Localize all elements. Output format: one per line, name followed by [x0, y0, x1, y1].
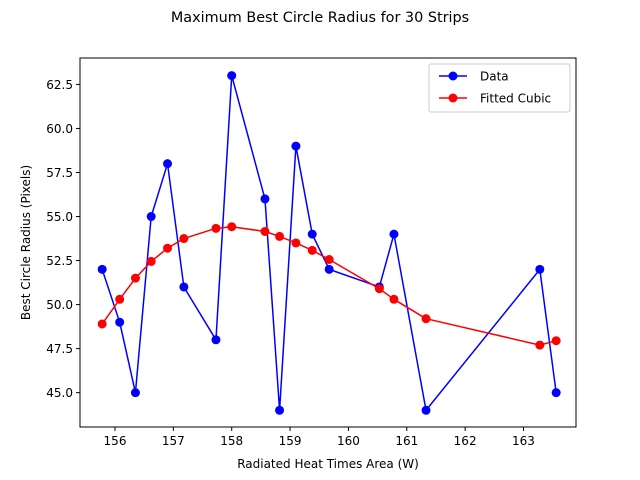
data-point-fitted-cubic: [374, 284, 384, 294]
y-tick-label: 60.0: [46, 122, 73, 136]
data-point-fitted-cubic: [291, 238, 301, 248]
data-point-fitted-cubic: [211, 223, 221, 233]
data-point-fitted-cubic: [421, 314, 431, 324]
axis-ticks: 156 157 158 159 160 161 162 163 45.0 47.5 50.0 52.5…: [46, 78, 535, 448]
axes-frame: [79, 57, 577, 428]
y-tick-label: 55.0: [46, 210, 73, 224]
x-axis-label: Radiated Heat Times Area (W): [237, 457, 419, 471]
x-tick-label: 162: [454, 434, 477, 448]
data-point-fitted-cubic: [97, 319, 107, 329]
legend-marker-fitted-cubic: [448, 93, 458, 103]
chart-title: Maximum Best Circle Radius for 30 Strips: [171, 10, 469, 26]
legend-marker-data: [448, 71, 458, 81]
data-point-data: [275, 405, 285, 415]
data-point-fitted-cubic: [146, 256, 156, 266]
data-point-data: [211, 335, 221, 345]
data-point-data: [551, 388, 561, 398]
data-point-fitted-cubic: [163, 243, 173, 253]
data-point-fitted-cubic: [130, 273, 140, 283]
data-point-data: [130, 388, 140, 398]
data-point-fitted-cubic: [307, 245, 317, 255]
plot-area: [97, 71, 561, 415]
data-point-fitted-cubic: [389, 294, 399, 304]
data-point-data: [97, 264, 107, 274]
x-tick-label: 157: [162, 434, 185, 448]
y-tick-label: 62.5: [46, 78, 73, 92]
y-tick-label: 45.0: [46, 386, 73, 400]
data-point-fitted-cubic: [115, 294, 125, 304]
data-point-data: [163, 159, 173, 169]
y-tick-label: 52.5: [46, 254, 73, 268]
x-tick-label: 158: [220, 434, 243, 448]
data-point-fitted-cubic: [324, 255, 334, 264]
y-tick-label: 47.5: [46, 342, 73, 356]
data-point-data: [227, 71, 237, 81]
data-point-data: [389, 229, 399, 239]
y-tick-label: 50.0: [46, 298, 73, 312]
data-point-fitted-cubic: [179, 234, 189, 244]
data-point-data: [307, 229, 317, 239]
data-point-data: [146, 212, 156, 222]
legend: Data Fitted Cubic: [428, 63, 571, 113]
legend-label-data: Data: [480, 70, 509, 84]
legend-label-fitted-cubic: Fitted Cubic: [480, 92, 551, 106]
data-point-data: [179, 282, 189, 292]
y-axis-label: Best Circle Radius (Pixels): [19, 165, 33, 320]
data-point-data: [535, 264, 545, 274]
x-tick-label: 160: [337, 434, 360, 448]
data-point-fitted-cubic: [551, 336, 561, 346]
data-point-fitted-cubic: [260, 226, 270, 236]
data-point-fitted-cubic: [227, 222, 237, 232]
series-line-data: [101, 74, 557, 412]
data-point-fitted-cubic: [275, 231, 285, 241]
data-point-data: [291, 141, 301, 151]
data-point-data: [421, 405, 431, 415]
x-tick-label: 161: [395, 434, 418, 448]
data-point-fitted-cubic: [535, 340, 545, 350]
x-tick-label: 163: [512, 434, 535, 448]
data-point-data: [324, 264, 334, 274]
x-tick-label: 156: [104, 434, 127, 448]
data-point-data: [115, 317, 125, 327]
y-tick-label: 57.5: [46, 166, 73, 180]
x-tick-label: 159: [279, 434, 302, 448]
data-point-data: [260, 194, 270, 204]
